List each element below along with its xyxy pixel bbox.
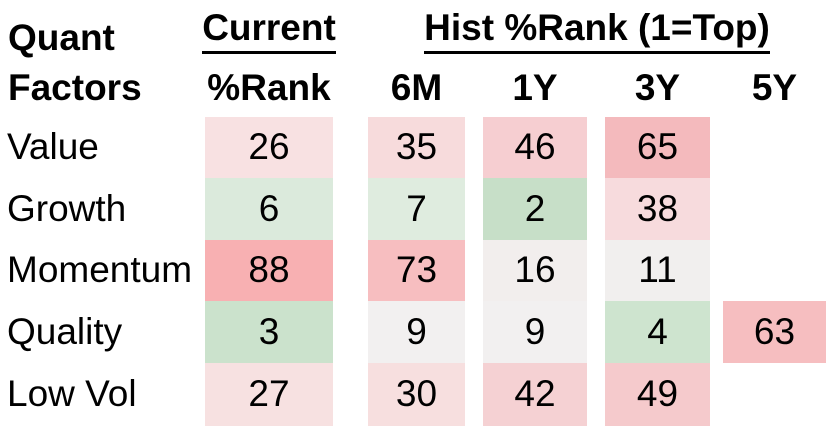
col-header-current-rank: %Rank: [207, 67, 331, 109]
current-group-label: Current: [202, 8, 336, 54]
heatmap-cell: 3: [205, 301, 333, 363]
heatmap-cell: 9: [368, 301, 465, 363]
heatmap-cell: 49: [605, 363, 710, 426]
heatmap-cell: 9: [483, 301, 587, 363]
col-header-5y: 5Y: [751, 67, 798, 109]
heatmap-cell: 63: [723, 301, 826, 363]
col-header-1y: 1Y: [512, 67, 558, 109]
row-label: Value: [7, 126, 99, 168]
heatmap-cell: [723, 363, 826, 426]
table-title-line1: Quant: [8, 17, 115, 59]
heatmap-cell: 35: [368, 117, 465, 178]
table-title-line2: Factors: [8, 67, 142, 109]
heatmap-cell: 38: [605, 178, 710, 240]
heatmap-cell: 42: [483, 363, 587, 426]
row-label: Growth: [7, 187, 127, 229]
heatmap-cell: 6: [205, 178, 333, 240]
heatmap-cell: 46: [483, 117, 587, 178]
heatmap-cell: 73: [368, 240, 465, 301]
heatmap-cell: 4: [605, 301, 710, 363]
heatmap-cell: [723, 178, 826, 240]
heatmap-cell: 88: [205, 240, 333, 301]
heatmap-cell: 27: [205, 363, 333, 426]
heatmap-cell: 2: [483, 178, 587, 240]
heatmap-cell: 26: [205, 117, 333, 178]
hist-group-header: Hist %Rank (1=Top): [368, 0, 826, 60]
heatmap-cell: 16: [483, 240, 587, 301]
heatmap-cell: 30: [368, 363, 465, 426]
row-label: Low Vol: [7, 373, 137, 415]
col-header-6m: 6M: [390, 67, 443, 109]
current-group-header: Current: [202, 0, 336, 60]
hist-group-label: Hist %Rank (1=Top): [424, 8, 770, 54]
heatmap-cell: 65: [605, 117, 710, 178]
col-header-3y: 3Y: [634, 67, 681, 109]
row-label: Momentum: [7, 249, 193, 291]
heatmap-cell: [723, 117, 826, 178]
heatmap-cell: 11: [605, 240, 710, 301]
heatmap-cell: 7: [368, 178, 465, 240]
row-label: Quality: [7, 310, 123, 352]
heatmap-cell: [723, 240, 826, 301]
